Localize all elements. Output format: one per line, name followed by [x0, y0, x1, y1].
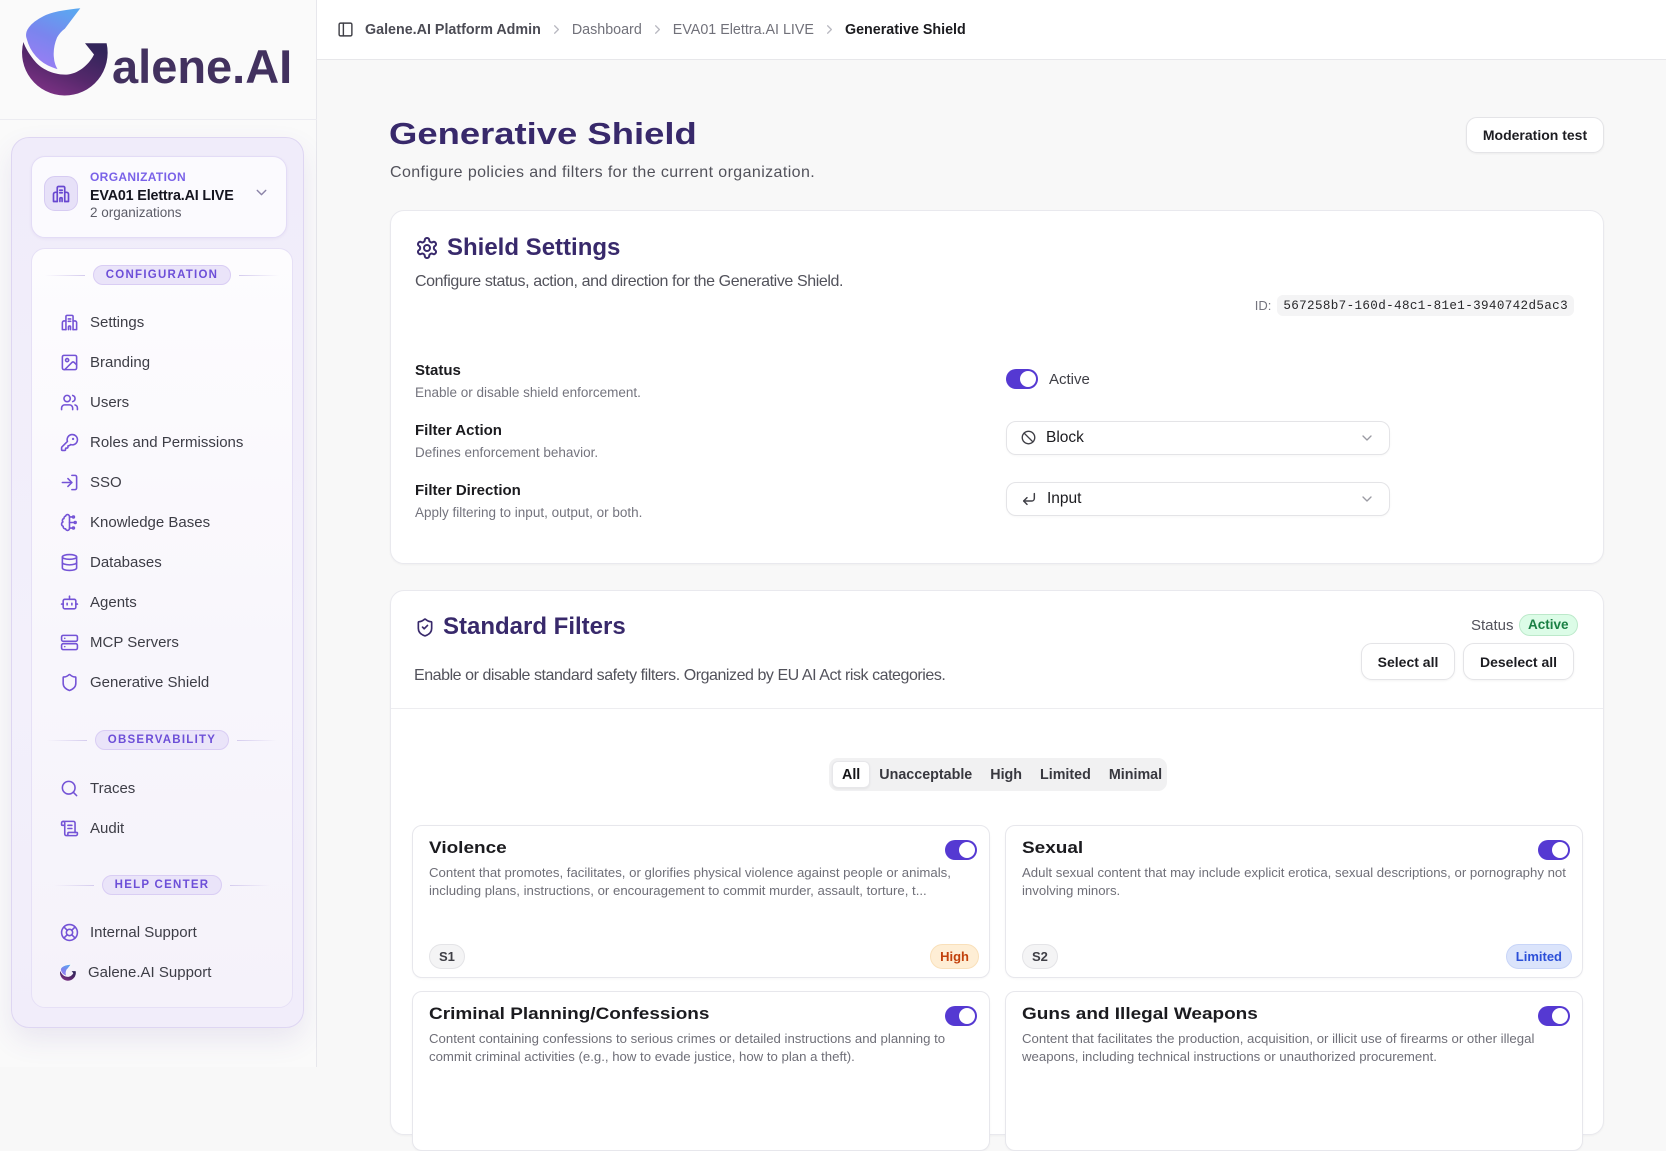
svg-text:alene.AI: alene.AI — [112, 40, 292, 93]
